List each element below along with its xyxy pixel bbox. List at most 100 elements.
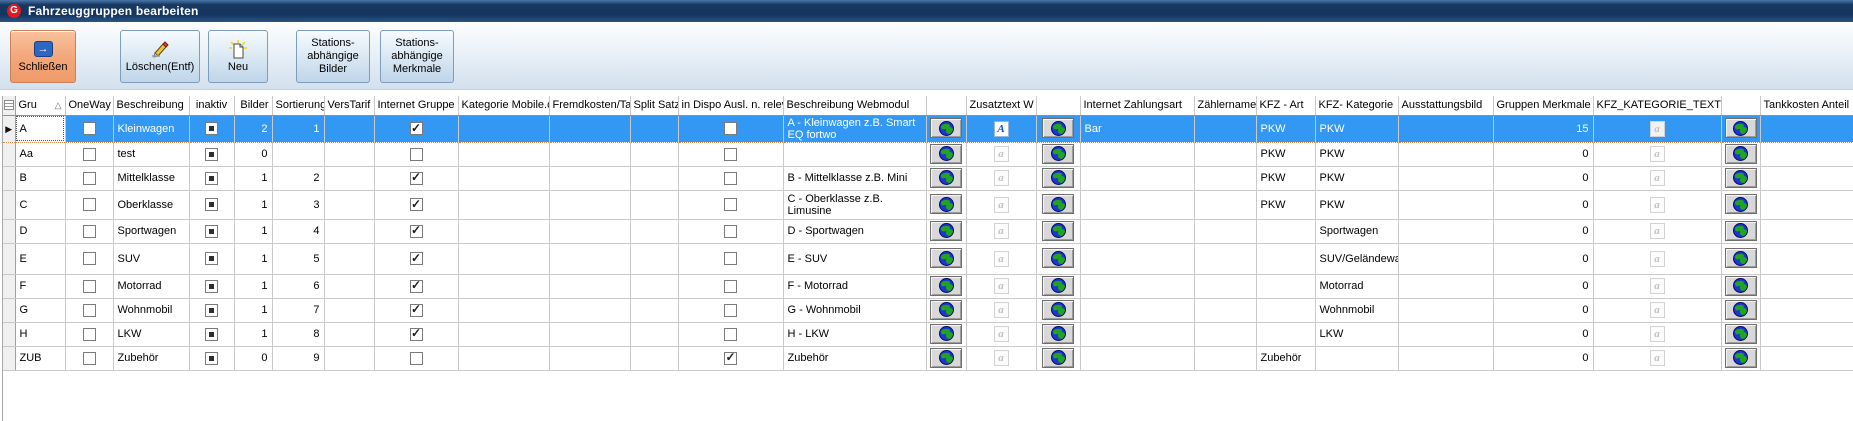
cell-kfz-art[interactable]: [1256, 322, 1316, 347]
cell-kfz-art[interactable]: [1256, 298, 1316, 323]
cell-bilder[interactable]: 1: [234, 219, 273, 244]
inaktiv-checkbox[interactable]: [205, 171, 218, 185]
cell-webmodul[interactable]: A - Kleinwagen z.B. Smart EQ fortwo: [783, 115, 927, 143]
cell-zahlungsart[interactable]: [1080, 298, 1195, 323]
cell-tankkosten[interactable]: [1760, 346, 1853, 371]
globe-button[interactable]: [1042, 323, 1074, 344]
cell-zaehlername[interactable]: [1194, 142, 1257, 167]
oneway-checkbox[interactable]: [82, 351, 96, 365]
dispo-checkbox[interactable]: [724, 252, 737, 265]
cell-ausstattungsbild[interactable]: [1398, 166, 1494, 191]
cell-webmodul[interactable]: Zubehör: [783, 346, 927, 371]
cell-tankkosten[interactable]: [1760, 274, 1853, 299]
cell-kfz-art[interactable]: [1256, 274, 1316, 299]
row-selector[interactable]: [3, 322, 16, 347]
cell-kategorie-mobile[interactable]: [458, 274, 550, 299]
cell-split-satz[interactable]: [630, 298, 679, 323]
column-header-gru[interactable]: Gru: [15, 96, 66, 116]
internet-gruppe-checkbox[interactable]: [409, 327, 423, 341]
cell-gruppen-merkmale[interactable]: 0: [1493, 190, 1594, 220]
globe-button[interactable]: [930, 299, 962, 320]
cell-zahlungsart[interactable]: [1080, 219, 1195, 244]
inaktiv-checkbox[interactable]: [205, 351, 218, 365]
cell-kfz-art[interactable]: [1256, 219, 1316, 244]
column-header-kfz-kategorie[interactable]: KFZ- Kategorie: [1315, 96, 1399, 116]
close-button[interactable]: Schließen: [10, 30, 76, 83]
cell-split-satz[interactable]: [630, 219, 679, 244]
globe-button[interactable]: [930, 323, 962, 344]
text-a-icon[interactable]: [1649, 120, 1665, 137]
column-header-fremdkosten[interactable]: Fremdkosten/Tag: [549, 96, 631, 116]
column-header-kfz-kategorie-text[interactable]: KFZ_KATEGORIE_TEXT: [1593, 96, 1722, 116]
column-header-ausstattungsbild[interactable]: Ausstattungsbild: [1398, 96, 1494, 116]
station-features-button[interactable]: Stations- abhängige Merkmale: [380, 30, 454, 83]
cell-kfz-art[interactable]: PKW: [1256, 142, 1316, 167]
globe-button[interactable]: [930, 220, 962, 241]
column-header-oneway[interactable]: OneWay: [65, 96, 114, 116]
cell-verstarif[interactable]: [324, 219, 375, 244]
cell-sortierung[interactable]: 7: [272, 298, 325, 323]
cell-beschreibung[interactable]: LKW: [113, 322, 190, 347]
cell-verstarif[interactable]: [324, 298, 375, 323]
text-a-icon[interactable]: [993, 250, 1009, 267]
inaktiv-checkbox[interactable]: [205, 198, 218, 211]
cell-kfz-kategorie[interactable]: Wohnmobil: [1315, 298, 1399, 323]
cell-zahlungsart[interactable]: [1080, 346, 1195, 371]
cell-fremdkosten[interactable]: [549, 219, 631, 244]
cell-webmodul[interactable]: F - Motorrad: [783, 274, 927, 299]
cell-gruppen-merkmale[interactable]: 15: [1493, 115, 1594, 143]
internet-gruppe-checkbox[interactable]: [409, 198, 423, 211]
cell-kfz-art[interactable]: PKW: [1256, 166, 1316, 191]
column-header-split-satz[interactable]: Split Satz: [630, 96, 679, 116]
inaktiv-checkbox[interactable]: [205, 147, 218, 161]
row-selector[interactable]: [3, 243, 16, 275]
oneway-checkbox[interactable]: [82, 224, 96, 238]
column-header-kategorie-mobile[interactable]: Kategorie Mobile.de: [458, 96, 550, 116]
cell-fremdkosten[interactable]: [549, 298, 631, 323]
cell-kategorie-mobile[interactable]: [458, 166, 550, 191]
text-a-icon[interactable]: [1649, 170, 1665, 186]
dispo-checkbox[interactable]: [724, 327, 737, 341]
text-a-icon[interactable]: [993, 196, 1009, 213]
cell-zahlungsart[interactable]: [1080, 190, 1195, 220]
globe-button[interactable]: [1724, 143, 1757, 164]
cell-gruppen-merkmale[interactable]: 0: [1493, 166, 1594, 191]
inaktiv-checkbox[interactable]: [205, 279, 218, 293]
globe-button[interactable]: [930, 143, 962, 164]
internet-gruppe-checkbox[interactable]: [409, 303, 423, 317]
inaktiv-checkbox[interactable]: [205, 303, 218, 317]
column-header-tankkosten[interactable]: Tankkosten Anteil: [1760, 96, 1853, 116]
globe-button[interactable]: [1042, 143, 1074, 164]
cell-gru[interactable]: ZUB: [15, 346, 66, 371]
cell-beschreibung[interactable]: Sportwagen: [113, 219, 190, 244]
cell-fremdkosten[interactable]: [549, 190, 631, 220]
cell-webmodul[interactable]: C - Oberklasse z.B. Limusine: [783, 190, 927, 220]
globe-button[interactable]: [1724, 299, 1757, 320]
row-selector[interactable]: [3, 166, 16, 191]
new-button[interactable]: Neu: [208, 30, 268, 83]
cell-kfz-kategorie[interactable]: [1315, 346, 1399, 371]
cell-sortierung[interactable]: 3: [272, 190, 325, 220]
cell-tankkosten[interactable]: [1760, 243, 1853, 275]
globe-button[interactable]: [930, 194, 962, 215]
row-selector[interactable]: [3, 346, 16, 371]
column-header-kfz-art[interactable]: KFZ - Art: [1256, 96, 1316, 116]
cell-ausstattungsbild[interactable]: [1398, 346, 1494, 371]
cell-verstarif[interactable]: [324, 142, 375, 167]
cell-zahlungsart[interactable]: [1080, 142, 1195, 167]
dispo-checkbox[interactable]: [724, 122, 737, 135]
text-a-icon[interactable]: [1649, 250, 1665, 267]
cell-fremdkosten[interactable]: [549, 243, 631, 275]
cell-split-satz[interactable]: [630, 115, 679, 143]
text-a-icon[interactable]: [993, 326, 1009, 342]
cell-verstarif[interactable]: [324, 243, 375, 275]
cell-split-satz[interactable]: [630, 322, 679, 347]
globe-button[interactable]: [1724, 275, 1757, 296]
oneway-checkbox[interactable]: [82, 171, 96, 185]
column-header-zusatztext[interactable]: Zusatztext W: [966, 96, 1037, 116]
globe-button[interactable]: [1724, 167, 1757, 188]
text-a-icon[interactable]: [993, 223, 1009, 239]
cell-bilder[interactable]: 1: [234, 274, 273, 299]
globe-button[interactable]: [1042, 347, 1074, 368]
cell-zaehlername[interactable]: [1194, 274, 1257, 299]
